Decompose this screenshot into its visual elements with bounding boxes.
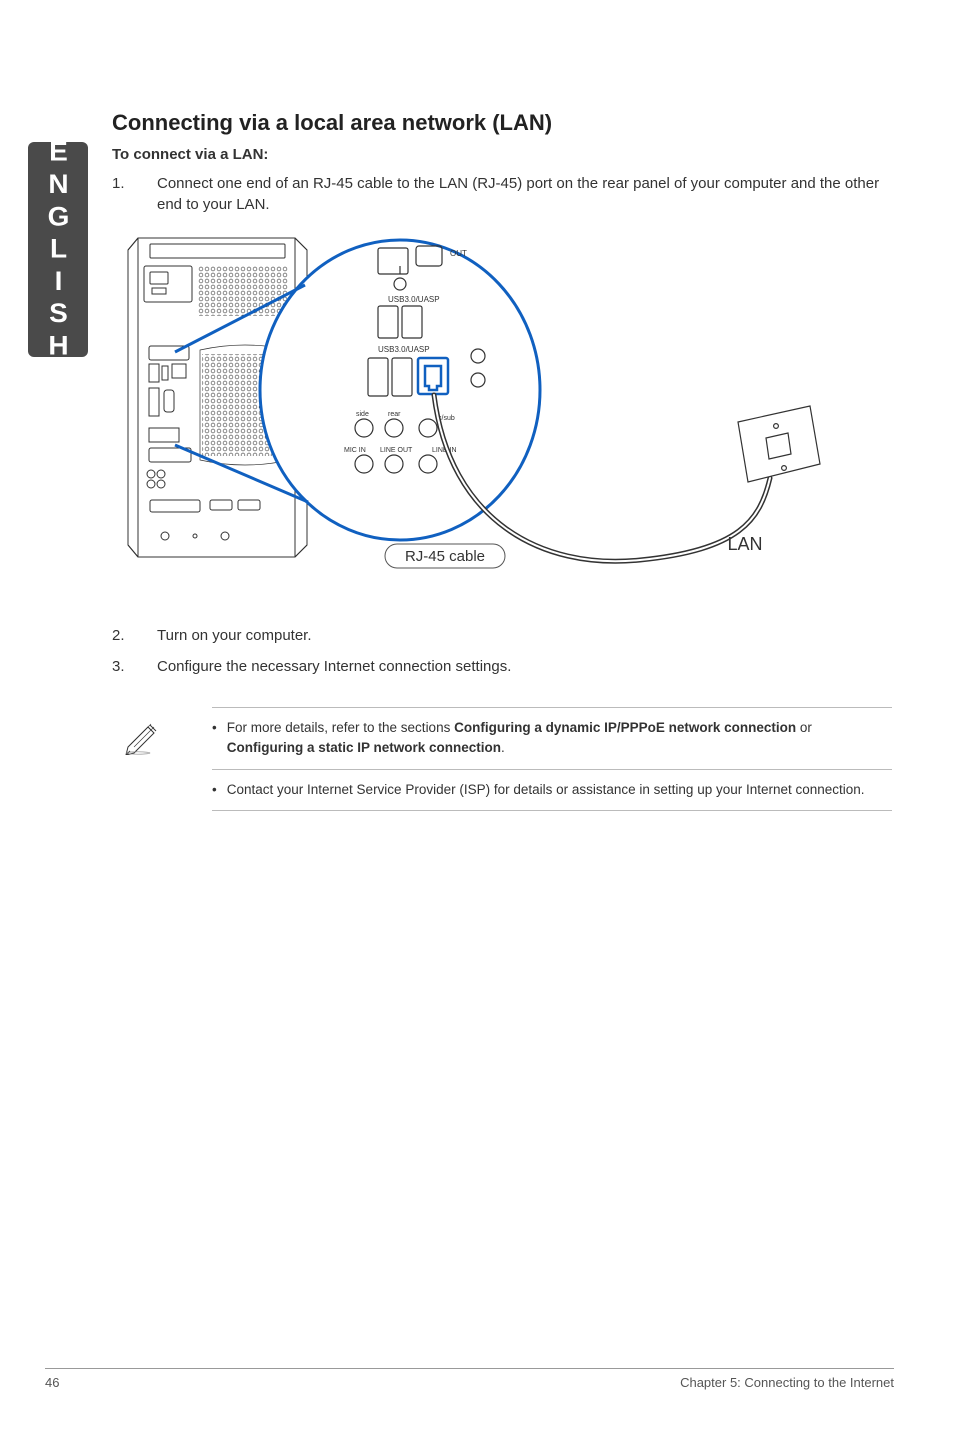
bullet-icon: •	[212, 718, 217, 757]
step-number: 1.	[112, 173, 157, 215]
note-text: Contact your Internet Service Provider (…	[227, 780, 865, 800]
step-text: Configure the necessary Internet connect…	[157, 656, 892, 677]
step-number: 3.	[112, 656, 157, 677]
language-tab-text: ENGLISH	[42, 136, 74, 362]
label-lan: LAN	[727, 534, 762, 554]
note-separator	[212, 769, 892, 770]
label-rear: rear	[388, 411, 401, 418]
page-number: 46	[45, 1375, 59, 1390]
label-out: OUT	[450, 249, 467, 258]
note-block: • For more details, refer to the section…	[112, 707, 892, 811]
note-item-1: • For more details, refer to the section…	[212, 718, 892, 757]
label-micin: MIC IN	[344, 447, 366, 454]
label-usb1: USB3.0/UASP	[388, 295, 440, 304]
step-text: Turn on your computer.	[157, 625, 892, 646]
step-number: 2.	[112, 625, 157, 646]
label-rj45: RJ-45 cable	[405, 548, 485, 565]
page-footer: 46 Chapter 5: Connecting to the Internet	[45, 1368, 894, 1390]
label-lineout: LINE OUT	[380, 447, 413, 454]
note-body: • For more details, refer to the section…	[212, 707, 892, 811]
pencil-icon	[122, 715, 162, 755]
connection-diagram: OUT USB3.0/UASP USB3.0/UASP side	[120, 230, 875, 575]
language-tab: ENGLISH	[28, 142, 88, 357]
section-subheading: To connect via a LAN:	[112, 146, 892, 163]
step-text: Connect one end of an RJ-45 cable to the…	[157, 173, 892, 215]
note-text: For more details, refer to the sections …	[227, 718, 892, 757]
main-content: Connecting via a local area network (LAN…	[112, 110, 892, 811]
step-3: 3. Configure the necessary Internet conn…	[112, 656, 892, 677]
chapter-title: Chapter 5: Connecting to the Internet	[680, 1375, 894, 1390]
label-usb2: USB3.0/UASP	[378, 345, 430, 354]
section-heading: Connecting via a local area network (LAN…	[112, 110, 892, 136]
label-side: side	[356, 411, 369, 418]
note-item-2: • Contact your Internet Service Provider…	[212, 780, 892, 800]
step-2: 2. Turn on your computer.	[112, 625, 892, 646]
bullet-icon: •	[212, 780, 217, 800]
step-1: 1. Connect one end of an RJ-45 cable to …	[112, 173, 892, 215]
